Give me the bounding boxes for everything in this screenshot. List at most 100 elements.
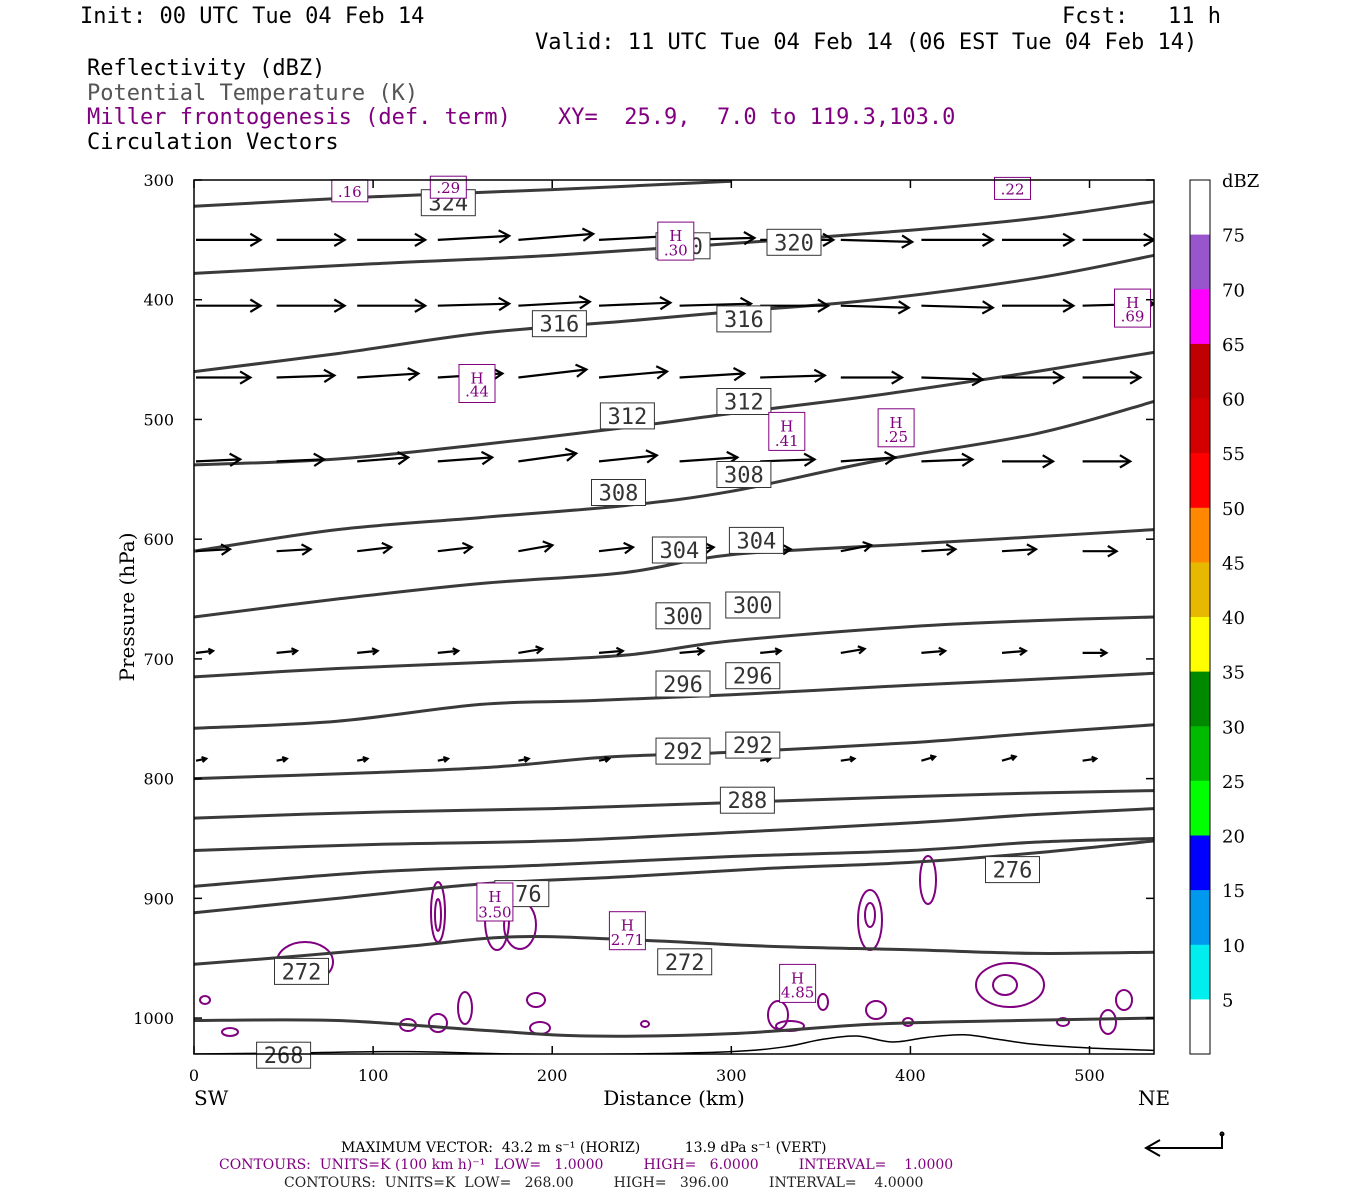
circulation-vector (357, 298, 428, 313)
contours-theta-note: CONTOURS: UNITS=K LOW= 268.00 HIGH= 396.… (284, 1175, 924, 1191)
frontogenesis-label: H (1114, 288, 1151, 328)
circulation-vector (518, 645, 545, 655)
theta-label-text: 268 (264, 1044, 304, 1069)
colorbar-swatch (1190, 780, 1210, 836)
frontogenesis-label-text: H (621, 917, 634, 935)
xy-range: XY= 25.9, 7.0 to 119.3,103.0 (558, 105, 956, 130)
circulation-vector (196, 298, 263, 313)
colorbar-label: 45 (1222, 553, 1245, 574)
circulation-vector (276, 755, 289, 763)
colorbar-swatch (1190, 617, 1210, 673)
frontogenesis-label: .69 (1121, 307, 1145, 325)
circulation-vector (196, 370, 253, 385)
colorbar-swatch (1190, 289, 1210, 345)
theta-contour-300 (194, 615, 1154, 679)
circulation-vector (437, 755, 451, 763)
circulation-vector (437, 647, 461, 656)
colorbar-label: 75 (1222, 226, 1245, 247)
theta-contour-316 (194, 253, 1154, 374)
y-tick-label: 800 (143, 770, 174, 789)
circulation-vector (760, 298, 831, 313)
y-tick-label: 300 (143, 171, 174, 190)
theta-contour-320 (194, 200, 1154, 275)
colorbar-swatch (1190, 890, 1210, 946)
theta-label-text: 308 (599, 482, 639, 507)
theta-contour-288 (194, 789, 1154, 820)
colorbar-label: 55 (1222, 444, 1245, 465)
colorbar-swatch (1190, 507, 1210, 563)
theta-label-text: 308 (724, 464, 764, 489)
theta-label: 272 (274, 957, 329, 985)
y-axis-title: Pressure (hPa) (115, 533, 139, 682)
frontogenesis-label-text: .44 (465, 383, 489, 401)
theta-label-text: 300 (733, 594, 773, 619)
circulation-vector (1082, 544, 1119, 558)
theta-label: 296 (725, 662, 781, 690)
axes: 0 100 200 300 400 500 300 400 500 600 700 800 900 100… (115, 171, 1170, 1110)
circulation-vector (518, 363, 589, 379)
theta-labels: 3243203203163163123123083083043043003002… (256, 189, 1040, 1069)
field-frontogenesis: Miller frontogenesis (def. term) (87, 105, 511, 130)
theta-label: 292 (655, 737, 711, 765)
frontogenesis-label: .30 (664, 241, 688, 259)
circulation-vector (598, 541, 636, 555)
circulation-vector (437, 229, 512, 244)
theta-label: 292 (725, 731, 781, 759)
theta-label-text: 304 (737, 529, 777, 554)
frontogenesis-label: .29 (429, 175, 467, 199)
circulation-vector (921, 452, 975, 467)
colorbar-label: 65 (1222, 335, 1245, 356)
circulation-vector (1082, 370, 1143, 385)
x-axis-title: Distance (km) (603, 1086, 745, 1110)
circulation-vector (357, 451, 411, 466)
field-theta: Potential Temperature (K) (87, 81, 419, 106)
circulation-vectors (195, 227, 1154, 763)
circulation-vector (195, 543, 233, 556)
y-tick-label: 500 (143, 410, 174, 429)
colorbar-swatch (1190, 234, 1210, 290)
circulation-vector (598, 646, 625, 656)
colorbar-swatch (1190, 453, 1210, 509)
circulation-vector (921, 300, 995, 315)
theta-label: 308 (716, 461, 772, 489)
x-tick-label: 400 (895, 1066, 926, 1085)
circulation-vector (437, 541, 474, 555)
theta-label: 272 (657, 948, 713, 976)
theta-label-text: 316 (540, 313, 580, 338)
frontogenesis-label: 2.71 (611, 931, 644, 949)
frontogenesis-label-text: .30 (664, 241, 688, 259)
theta-label: 276 (985, 856, 1040, 884)
max-vector-note: MAXIMUM VECTOR: 43.2 m s⁻¹ (HORIZ) 13.9 … (341, 1140, 827, 1156)
circulation-vector (276, 543, 313, 556)
circulation-vector (1082, 232, 1154, 247)
colorbar-swatch (1190, 726, 1210, 782)
y-tick-label: 900 (143, 889, 174, 908)
frontogenesis-label: .16 (331, 179, 369, 203)
theta-contour-276 (194, 839, 1154, 915)
colorbar-label: 35 (1222, 663, 1245, 684)
field-reflectivity: Reflectivity (dBZ) (87, 56, 326, 81)
circulation-vector (679, 367, 747, 382)
circulation-vector (840, 234, 915, 249)
circulation-vector (518, 540, 555, 553)
colorbar-label: 5 (1222, 990, 1233, 1011)
frontogenesis-label-text: H (791, 969, 804, 987)
circulation-vector (1082, 648, 1109, 658)
colorbar-swatch (1190, 999, 1210, 1055)
circulation-vector (1001, 646, 1028, 656)
frontogenesis-label-text: H (890, 414, 903, 432)
circulation-vector (357, 647, 380, 656)
circulation-vector (195, 755, 209, 763)
theta-label-text: 288 (728, 789, 768, 814)
contours-frontogenesis-note: CONTOURS: UNITS=K (100 km h)⁻¹ LOW= 1.00… (219, 1157, 954, 1173)
colorbar-swatch (1190, 343, 1210, 399)
frontogenesis-label: H (458, 364, 496, 403)
theta-contour-284 (194, 807, 1154, 852)
circulation-vector (276, 647, 300, 656)
colorbar-label: 60 (1222, 390, 1245, 411)
frontogenesis-label: 3.50 (478, 904, 511, 922)
x-tick-label: 100 (358, 1066, 389, 1085)
circulation-vector (921, 646, 948, 656)
x-tick-label: 200 (537, 1066, 568, 1085)
